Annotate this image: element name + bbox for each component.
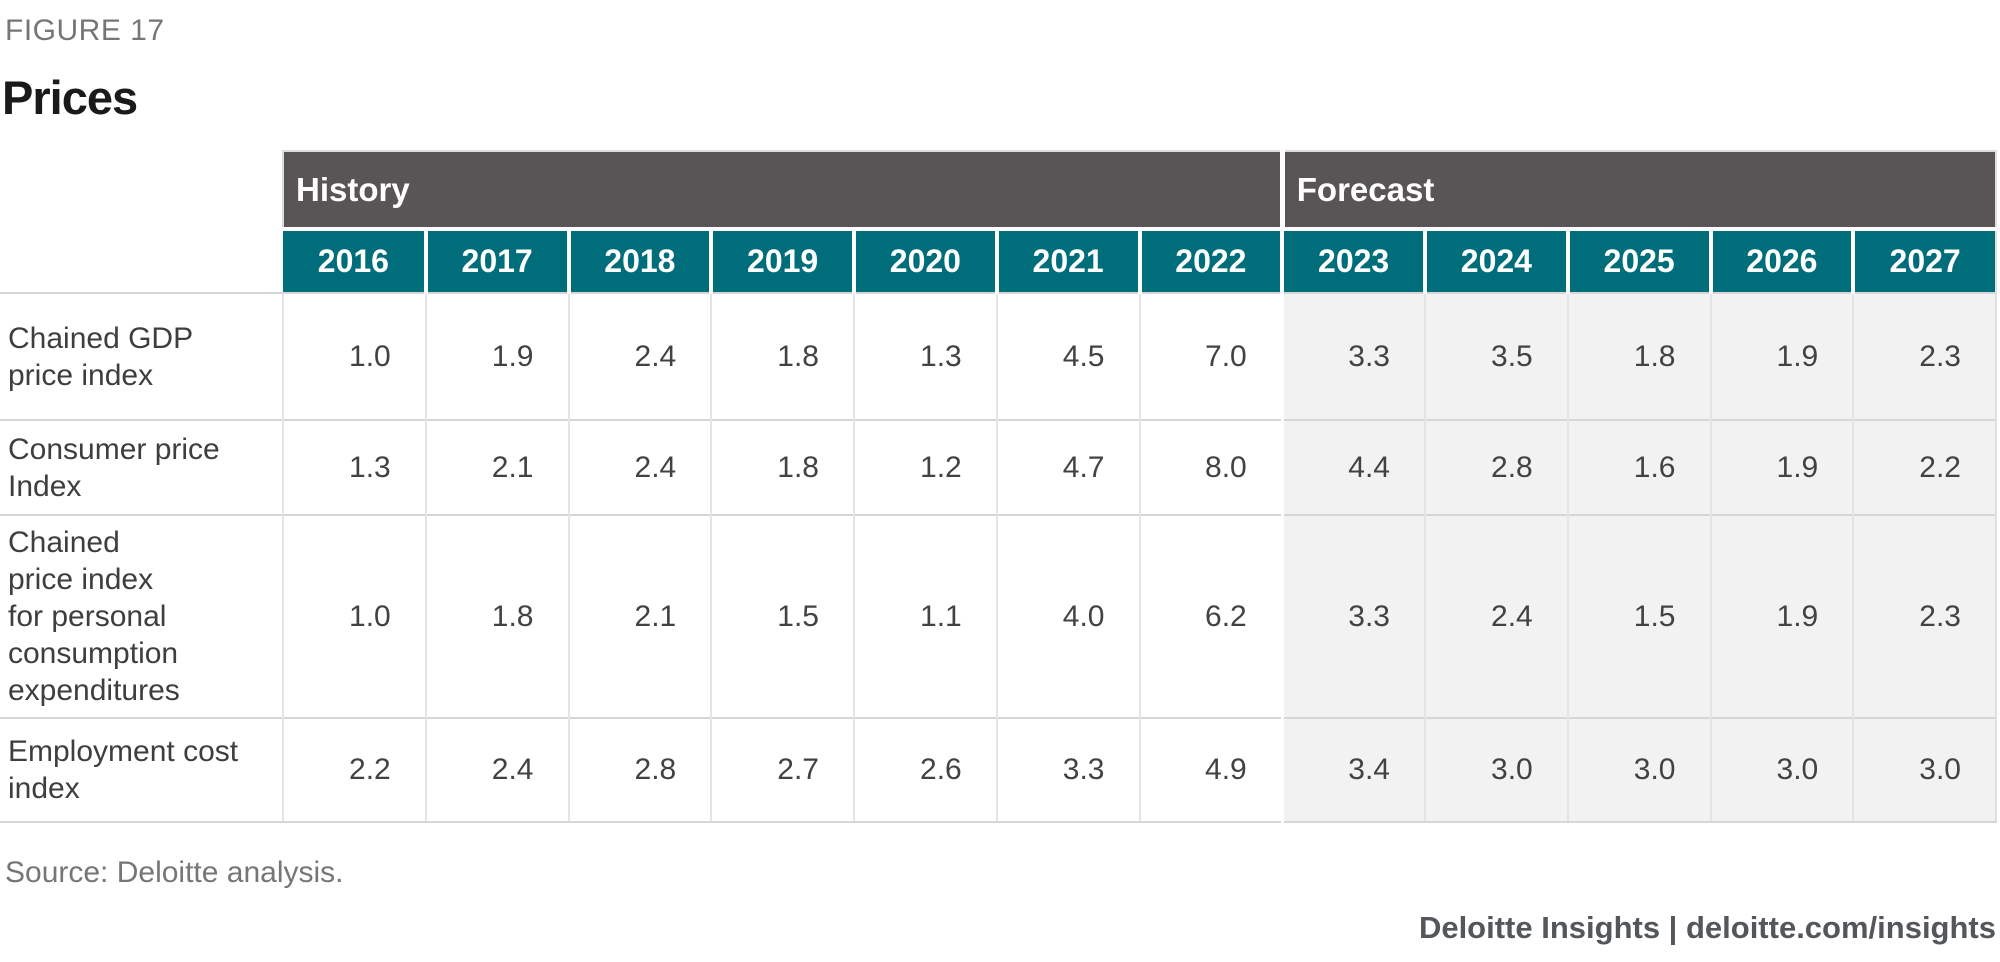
value-cell: 1.2 [853,419,997,515]
row-label: Chained price index for personal consump… [0,514,283,718]
value-cell: 1.8 [424,514,569,718]
value-cell: 1.9 [1709,292,1854,420]
row-label: Consumer price Index [0,419,283,515]
value-cell: 2.2 [282,717,426,823]
value-cell: 1.9 [1709,514,1854,718]
year-header-2021: 2021 [994,227,1140,293]
year-header-2022: 2022 [1137,227,1283,293]
value-cell: 3.0 [1709,717,1854,823]
value-cell: 2.7 [710,717,854,823]
value-cell: 1.5 [1566,514,1711,718]
value-cell: 2.6 [853,717,997,823]
value-cell: 2.4 [424,717,569,823]
forecast-group-header: Forecast [1279,150,1997,229]
value-cell: 2.4 [567,292,712,420]
row-label: Chained GDP price index [0,292,283,420]
value-cell: 2.3 [1852,292,1997,420]
prices-table: History Forecast 2016 2017 2018 2019 202… [0,150,1997,823]
year-header-2016: 2016 [283,227,426,293]
value-cell: 1.9 [1709,419,1854,515]
history-group-header: History [281,150,1283,229]
table-row-pce-price-index: Chained price index for personal consump… [0,514,1997,718]
value-cell: 3.0 [1424,717,1568,823]
corner-cell [0,229,283,293]
year-header-2017: 2017 [423,227,569,293]
value-cell: 1.0 [282,292,426,420]
corner-cell [0,151,283,229]
year-header-2025: 2025 [1565,227,1711,293]
value-cell: 2.2 [1852,419,1997,515]
data-table: History Forecast 2016 2017 2018 2019 202… [0,150,1997,823]
value-cell: 4.9 [1138,717,1283,823]
year-header-2027: 2027 [1851,227,1997,293]
year-header-row: 2016 2017 2018 2019 2020 2021 2022 2023 … [0,227,1997,293]
page-title: Prices [2,71,138,124]
value-cell: 2.8 [567,717,712,823]
year-header-2019: 2019 [709,227,854,293]
year-header-2024: 2024 [1423,227,1568,293]
year-header-2018: 2018 [566,227,712,293]
deloitte-branding: Deloitte Insights | deloitte.com/insight… [1418,910,1996,945]
value-cell: 2.4 [1424,514,1568,718]
year-header-2023: 2023 [1280,227,1425,293]
value-cell: 4.0 [995,514,1140,718]
value-cell: 4.5 [995,292,1140,420]
value-cell: 3.0 [1566,717,1711,823]
value-cell: 3.5 [1424,292,1568,420]
value-cell: 3.0 [1852,717,1997,823]
value-cell: 2.8 [1424,419,1568,515]
value-cell: 1.9 [424,292,569,420]
value-cell: 3.3 [995,717,1140,823]
row-label: Employment cost index [0,717,283,823]
table-row-employment-cost: Employment cost index 2.2 2.4 2.8 2.7 2.… [0,717,1997,823]
value-cell: 2.4 [567,419,712,515]
value-cell: 1.8 [710,419,854,515]
value-cell: 2.3 [1852,514,1997,718]
value-cell: 1.8 [710,292,854,420]
value-cell: 8.0 [1138,419,1283,515]
value-cell: 4.7 [995,419,1140,515]
value-cell: 3.3 [1280,514,1425,718]
value-cell: 1.6 [1566,419,1711,515]
table-row-cpi: Consumer price Index 1.3 2.1 2.4 1.8 1.2… [0,419,1997,515]
value-cell: 1.1 [853,514,997,718]
year-header-2026: 2026 [1708,227,1854,293]
value-cell: 6.2 [1138,514,1283,718]
value-cell: 4.4 [1280,419,1425,515]
figure-label: FIGURE 17 [5,14,165,47]
value-cell: 1.3 [282,419,426,515]
group-header-row: History Forecast [0,150,1997,229]
year-header-2020: 2020 [852,227,997,293]
value-cell: 1.3 [853,292,997,420]
value-cell: 3.4 [1280,717,1425,823]
value-cell: 2.1 [567,514,712,718]
value-cell: 3.3 [1280,292,1425,420]
value-cell: 7.0 [1138,292,1283,420]
value-cell: 1.8 [1566,292,1711,420]
table-row-chained-gdp: Chained GDP price index 1.0 1.9 2.4 1.8 … [0,292,1997,420]
value-cell: 1.5 [710,514,854,718]
source-note: Source: Deloitte analysis. [5,856,344,889]
value-cell: 2.1 [424,419,569,515]
value-cell: 1.0 [282,514,426,718]
